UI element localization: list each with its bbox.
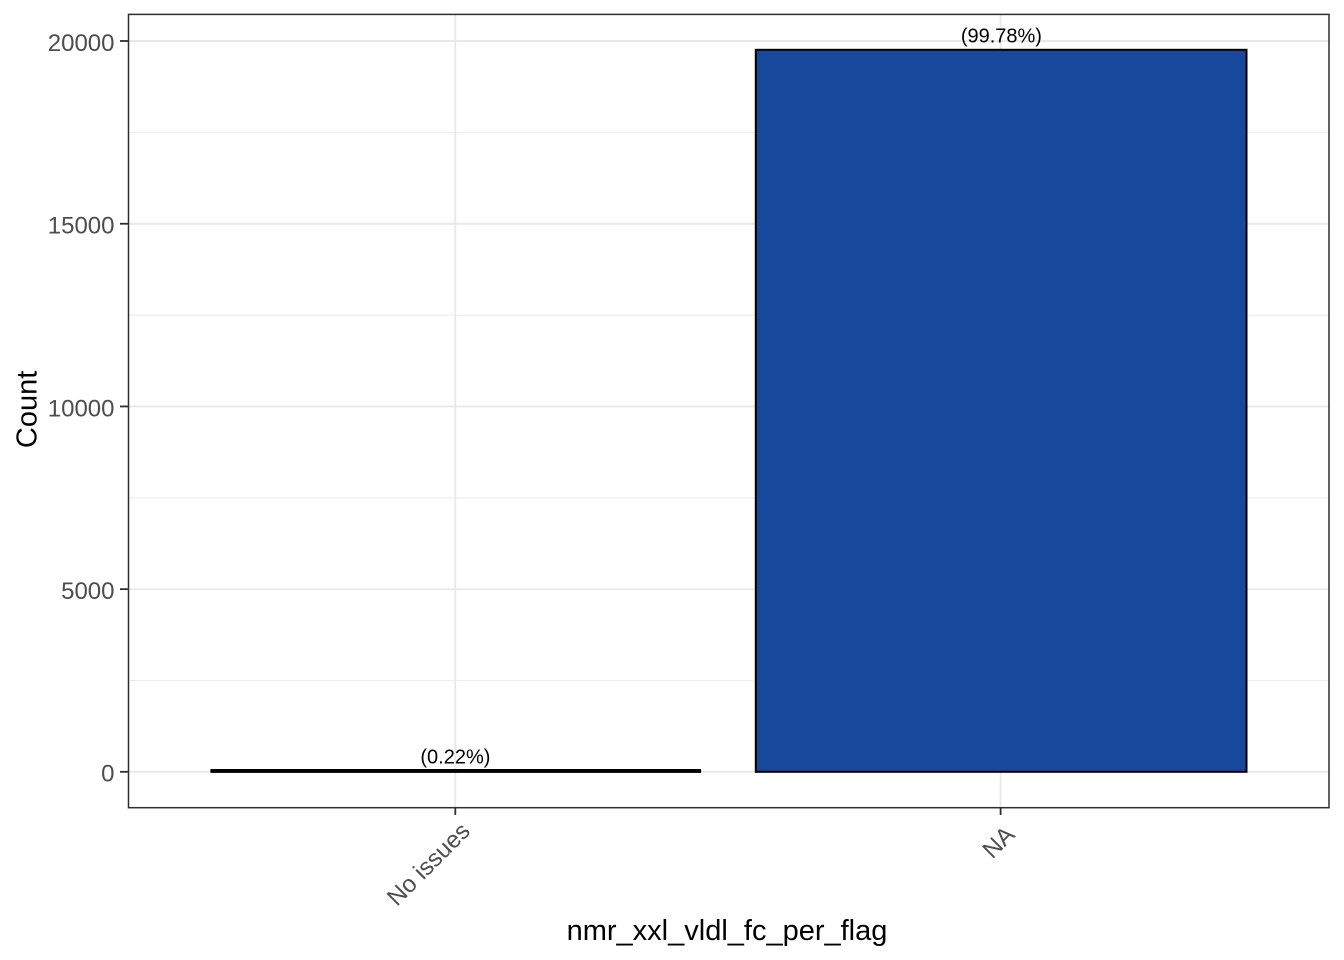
svg-text:20000: 20000 [48, 30, 115, 57]
svg-text:10000: 10000 [48, 395, 115, 422]
svg-text:5000: 5000 [61, 578, 114, 605]
svg-text:(99.78%): (99.78%) [961, 25, 1042, 47]
svg-text:0: 0 [101, 761, 114, 788]
svg-text:nmr_xxl_vldl_fc_per_flag: nmr_xxl_vldl_fc_per_flag [567, 915, 888, 947]
svg-text:(0.22%): (0.22%) [420, 746, 490, 768]
svg-text:15000: 15000 [48, 213, 115, 240]
svg-text:Count: Count [12, 371, 44, 448]
